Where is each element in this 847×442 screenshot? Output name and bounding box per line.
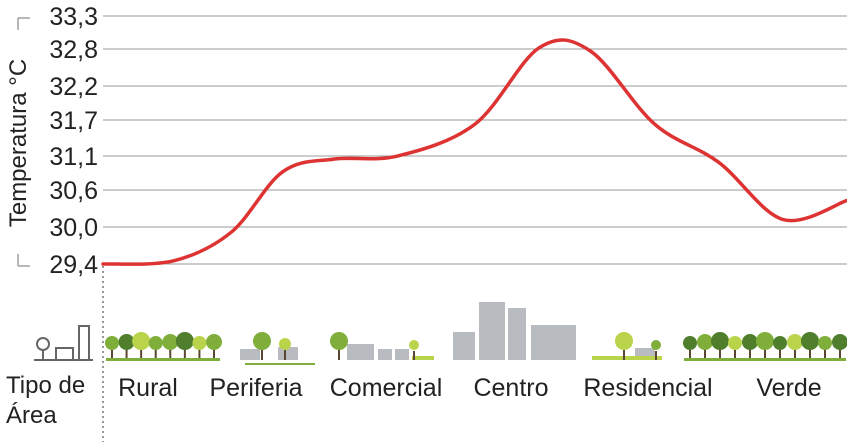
y-tick-label: 31,1 (49, 143, 98, 171)
y-tick-label: 33,3 (49, 3, 98, 31)
y-tick-label: 30,0 (49, 214, 98, 242)
x-axis-title-line1: Tipo de (6, 372, 85, 399)
area-illustrations (34, 302, 847, 365)
category-label: Centro (473, 374, 548, 402)
comercial-trees-illustration (330, 332, 419, 360)
area-icon (34, 325, 93, 361)
y-tick-label: 29,4 (49, 251, 98, 279)
x-axis-title-line2: Área (6, 402, 57, 429)
y-axis-title: Temperatura °C (5, 59, 32, 227)
y-tick-label: 31,7 (49, 107, 98, 135)
residencial-illustration (592, 348, 662, 360)
periferia-illustration (240, 347, 315, 365)
category-label: Residencial (583, 374, 712, 402)
centro-buildings-illustration (453, 302, 576, 360)
category-label: Comercial (330, 374, 443, 402)
verde-trees-illustration (683, 332, 847, 361)
y-tick-label: 32,2 (49, 73, 98, 101)
y-tick-label: 32,8 (49, 36, 98, 64)
grid-lines (103, 15, 847, 265)
comercial-illustration (347, 344, 434, 360)
x-category-labels: Rural Periferia Comercial Centro Residencial… (118, 374, 822, 402)
category-label: Verde (756, 374, 821, 402)
category-label: Periferia (209, 374, 302, 402)
periferia-trees-illustration (253, 332, 291, 360)
y-tick-label: 30,6 (49, 177, 98, 205)
rural-trees-illustration (105, 332, 222, 361)
category-label: Rural (118, 374, 178, 402)
temperature-series-line (101, 38, 847, 266)
y-tick-labels: 33,3 32,8 32,2 31,7 31,1 30,6 30,0 29,4 (49, 3, 98, 279)
residencial-trees-illustration (615, 332, 661, 360)
